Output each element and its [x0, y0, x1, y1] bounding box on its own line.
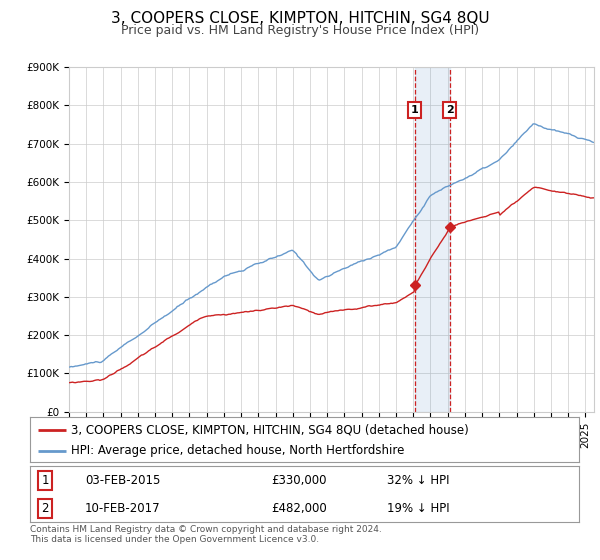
Bar: [415, 67, 450, 412]
Text: 19% ↓ HPI: 19% ↓ HPI: [387, 502, 449, 515]
Text: 2: 2: [446, 105, 454, 115]
Text: HPI: Average price, detached house, North Hertfordshire: HPI: Average price, detached house, Nort…: [71, 444, 404, 458]
Text: 1: 1: [41, 474, 49, 487]
Text: 10-FEB-2017: 10-FEB-2017: [85, 502, 161, 515]
Text: Price paid vs. HM Land Registry's House Price Index (HPI): Price paid vs. HM Land Registry's House …: [121, 24, 479, 36]
Text: 1: 1: [411, 105, 419, 115]
Text: Contains HM Land Registry data © Crown copyright and database right 2024.: Contains HM Land Registry data © Crown c…: [30, 525, 382, 534]
Text: 03-FEB-2015: 03-FEB-2015: [85, 474, 160, 487]
Text: This data is licensed under the Open Government Licence v3.0.: This data is licensed under the Open Gov…: [30, 535, 319, 544]
Text: 3, COOPERS CLOSE, KIMPTON, HITCHIN, SG4 8QU (detached house): 3, COOPERS CLOSE, KIMPTON, HITCHIN, SG4 …: [71, 423, 469, 436]
Text: 3, COOPERS CLOSE, KIMPTON, HITCHIN, SG4 8QU: 3, COOPERS CLOSE, KIMPTON, HITCHIN, SG4 …: [110, 11, 490, 26]
Text: 32% ↓ HPI: 32% ↓ HPI: [387, 474, 449, 487]
Text: £330,000: £330,000: [272, 474, 327, 487]
Text: 2: 2: [41, 502, 49, 515]
Text: £482,000: £482,000: [272, 502, 328, 515]
